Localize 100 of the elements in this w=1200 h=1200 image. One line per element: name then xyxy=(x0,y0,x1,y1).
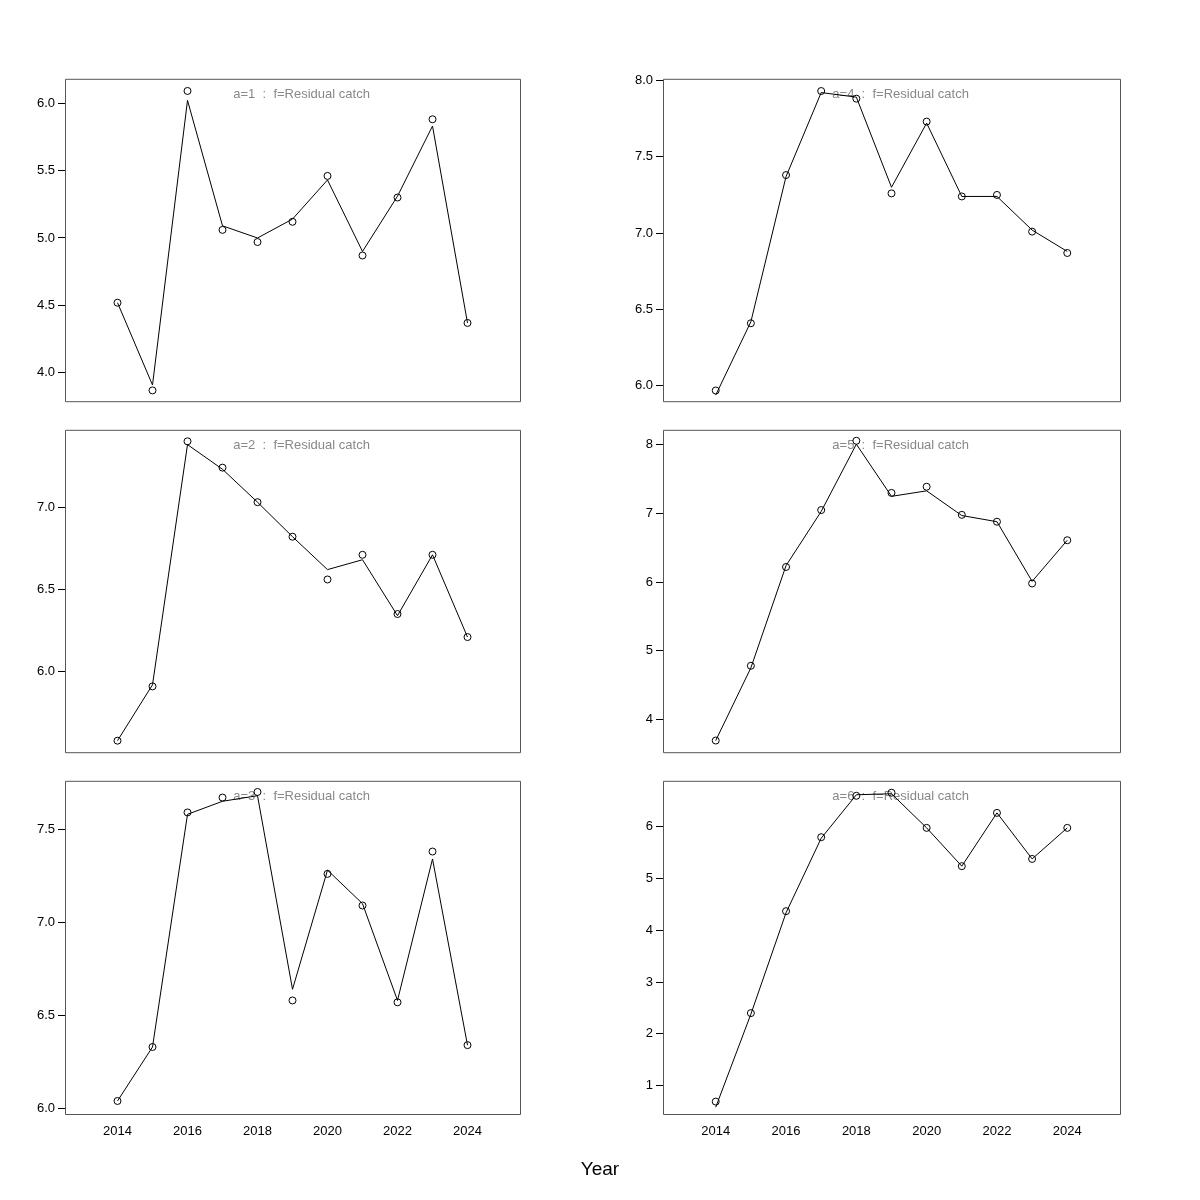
point xyxy=(922,482,931,491)
x-tick-label: 2020 xyxy=(912,1123,942,1139)
point xyxy=(887,189,896,198)
y-tick-label: 7.0 xyxy=(36,913,55,929)
y-tick-label: 6.0 xyxy=(36,94,55,110)
text: a=5 : f=Residual catch xyxy=(832,437,969,453)
y-tick-label: 6.5 xyxy=(634,301,653,317)
y-tick-label: 6.5 xyxy=(36,580,55,596)
point xyxy=(1028,579,1037,588)
point xyxy=(428,847,437,856)
point xyxy=(183,86,192,95)
point xyxy=(323,575,332,584)
y-tick-label: 7.0 xyxy=(634,224,653,240)
point xyxy=(887,488,896,497)
point xyxy=(746,661,755,670)
y-tick-label: 4 xyxy=(645,921,653,937)
point xyxy=(746,1009,755,1018)
point xyxy=(393,610,402,619)
point xyxy=(428,115,437,124)
point xyxy=(992,190,1001,199)
point xyxy=(323,869,332,878)
y-tick-label: 8.0 xyxy=(634,71,653,87)
point xyxy=(782,907,791,916)
point xyxy=(817,506,826,515)
point xyxy=(817,833,826,842)
y-tick-label: 5 xyxy=(645,642,653,658)
point xyxy=(1028,854,1037,863)
y-tick-label: 6.0 xyxy=(36,663,55,679)
x-tick-label: 2014 xyxy=(701,1123,731,1139)
y-tick-label: 7.5 xyxy=(634,148,653,164)
point xyxy=(1063,536,1072,545)
point xyxy=(782,562,791,571)
point xyxy=(323,171,332,180)
point xyxy=(218,793,227,802)
x-tick-label: 2024 xyxy=(453,1123,482,1139)
y-tick-label: 3 xyxy=(645,973,653,989)
y-tick-label: 6.0 xyxy=(36,1099,55,1115)
point xyxy=(113,736,122,745)
y-tick-label: 6.0 xyxy=(634,377,653,393)
y-tick-label: 2 xyxy=(645,1025,653,1041)
point xyxy=(358,550,367,559)
y-tick-label: 5.5 xyxy=(36,162,55,178)
x-tick-label: 2022 xyxy=(982,1123,1012,1139)
point xyxy=(957,192,966,201)
point xyxy=(922,823,931,832)
point xyxy=(992,808,1001,817)
point xyxy=(148,386,157,395)
point xyxy=(253,498,262,507)
point xyxy=(183,808,192,817)
x-tick-label: 2014 xyxy=(103,1123,132,1139)
point xyxy=(393,193,402,202)
point xyxy=(817,87,826,96)
point xyxy=(113,1096,122,1105)
point xyxy=(746,319,755,328)
y-tick-label: 6 xyxy=(645,818,653,834)
point xyxy=(1063,823,1072,832)
point xyxy=(113,298,122,307)
point xyxy=(218,463,227,472)
point xyxy=(148,1042,157,1051)
point xyxy=(957,510,966,519)
y-tick-label: 4.0 xyxy=(36,364,55,380)
x-tick-label: 2024 xyxy=(1052,1123,1082,1139)
point xyxy=(1028,227,1037,236)
point xyxy=(288,996,297,1005)
point xyxy=(852,94,861,103)
point xyxy=(1063,248,1072,257)
y-tick-label: 5 xyxy=(645,870,653,886)
point xyxy=(183,437,192,446)
x-tick-label: 2016 xyxy=(173,1123,202,1139)
y-tick-label: 8 xyxy=(645,436,653,452)
x-tick-label: 2022 xyxy=(383,1123,412,1139)
point xyxy=(288,532,297,541)
point xyxy=(711,386,720,395)
x-tick-label: 2018 xyxy=(243,1123,272,1139)
x-tick-label: 2020 xyxy=(313,1123,342,1139)
y-tick-label: 4.5 xyxy=(36,297,55,312)
point xyxy=(358,251,367,260)
point xyxy=(148,682,157,691)
point xyxy=(288,217,297,226)
y-tick-label: 5.0 xyxy=(36,229,55,245)
point xyxy=(782,171,791,180)
point xyxy=(463,1041,472,1050)
y-tick-label: 6 xyxy=(645,573,653,589)
y-tick-label: 7 xyxy=(645,505,653,521)
y-tick-label: 6.5 xyxy=(36,1006,55,1022)
text: a=2 : f=Residual catch xyxy=(233,437,370,453)
point xyxy=(463,633,472,642)
point xyxy=(358,901,367,910)
y-tick-label: 1 xyxy=(645,1077,653,1093)
y-tick-label: 7.0 xyxy=(36,498,55,514)
point xyxy=(253,238,262,247)
x-tick-label: 2018 xyxy=(841,1123,871,1139)
point xyxy=(463,318,472,327)
text: a=1 : f=Residual catch xyxy=(233,86,370,102)
x-axis-title: Year xyxy=(579,1158,621,1180)
point xyxy=(393,998,402,1007)
point xyxy=(218,225,227,234)
x-tick-label: 2016 xyxy=(771,1123,801,1139)
y-tick-label: 7.5 xyxy=(36,820,55,836)
y-tick-label: 4 xyxy=(645,710,653,726)
